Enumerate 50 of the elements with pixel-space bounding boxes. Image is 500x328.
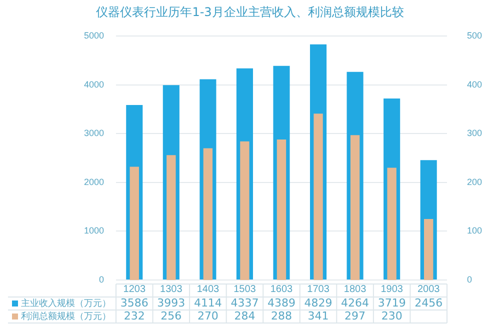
data-label: 230 bbox=[381, 309, 402, 322]
data-label: 270 bbox=[197, 309, 218, 322]
x-tick-label: 1803 bbox=[344, 284, 367, 295]
y-tick-label: 4000 bbox=[84, 79, 104, 90]
data-label: 341 bbox=[308, 309, 329, 322]
data-label: 4337 bbox=[230, 296, 259, 310]
y2-tick-label: 100 bbox=[466, 226, 482, 236]
data-label: 288 bbox=[270, 309, 292, 322]
x-tick-label: 1703 bbox=[307, 284, 330, 295]
x-tick-label: 1603 bbox=[270, 284, 294, 295]
data-label: 256 bbox=[160, 309, 182, 322]
data-label: 3719 bbox=[378, 296, 406, 310]
y2-tick-label: 300 bbox=[466, 128, 482, 138]
y2-tick-label: 400 bbox=[466, 79, 482, 90]
y-tick-label: 3000 bbox=[84, 128, 104, 138]
y2-tick-label: 200 bbox=[466, 176, 482, 187]
data-label: 4389 bbox=[267, 296, 296, 310]
data-label: 4829 bbox=[304, 296, 332, 310]
data-label: 232 bbox=[124, 309, 145, 322]
x-tick-label: 1903 bbox=[380, 284, 404, 295]
data-label: 284 bbox=[234, 309, 256, 322]
x-tick-label: 1503 bbox=[234, 284, 256, 295]
y-tick-label: 0 bbox=[98, 274, 104, 284]
x-tick-label: 1203 bbox=[123, 284, 146, 295]
chart-title: 仪器仪表行业历年1-3月企业主营收入、利润总额规模比较 bbox=[95, 4, 405, 21]
data-label: 297 bbox=[344, 309, 366, 322]
bar bbox=[130, 166, 139, 280]
bar bbox=[350, 135, 360, 280]
bar bbox=[203, 148, 213, 280]
bar bbox=[314, 114, 323, 280]
bar bbox=[387, 168, 396, 280]
y-tick-label: 2000 bbox=[84, 176, 104, 187]
data-label: 3993 bbox=[157, 296, 186, 310]
legend-label: 主业收入规模（万元） bbox=[21, 298, 111, 309]
data-label: 2456 bbox=[414, 296, 443, 310]
bar bbox=[424, 219, 434, 280]
y2-tick-label: 0 bbox=[466, 274, 472, 284]
y-tick-label: 1000 bbox=[84, 226, 104, 236]
y2-tick-label: 500 bbox=[466, 30, 482, 40]
x-tick-label: 2003 bbox=[417, 284, 440, 295]
legend-label: 利润总额规模（万元） bbox=[21, 310, 111, 322]
bar bbox=[166, 155, 176, 280]
x-tick-label: 1303 bbox=[160, 284, 183, 295]
data-label: 4114 bbox=[194, 296, 222, 310]
bar bbox=[276, 139, 286, 280]
x-tick-label: 1403 bbox=[196, 284, 220, 295]
data-label: 3586 bbox=[120, 296, 148, 310]
data-label: 4264 bbox=[341, 296, 370, 310]
bar bbox=[240, 141, 250, 280]
y-tick-label: 5000 bbox=[84, 30, 104, 40]
